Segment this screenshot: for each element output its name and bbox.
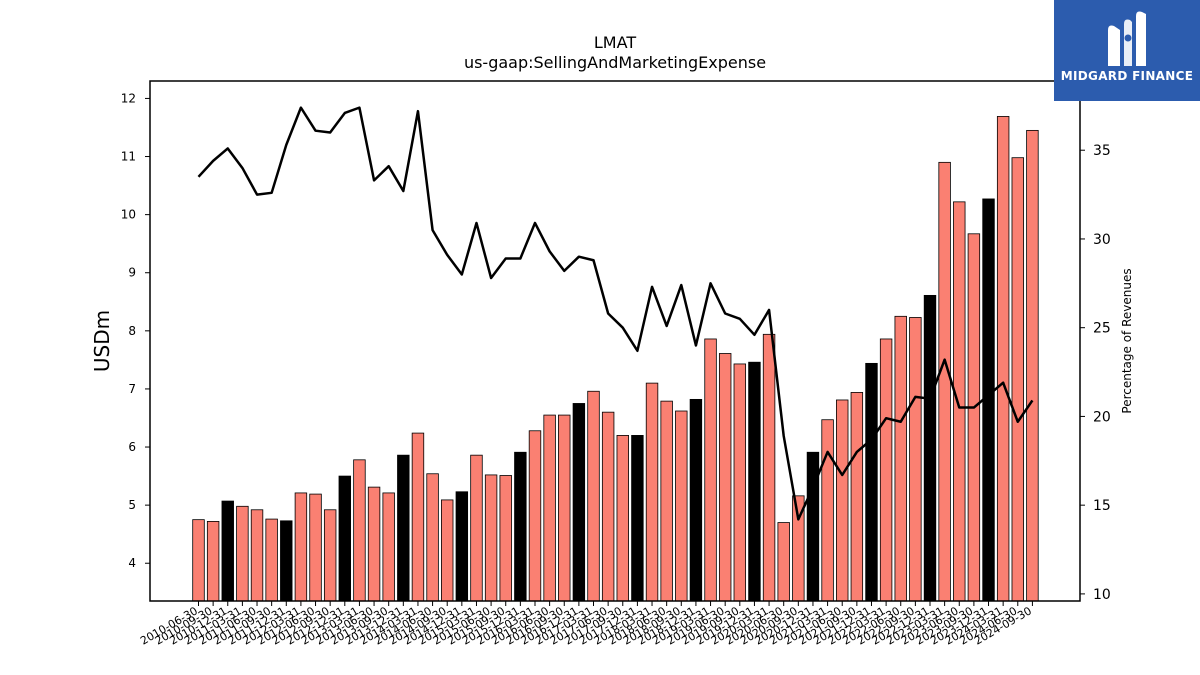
bar-2011-03-31 bbox=[236, 505, 249, 602]
bar-2020-06-30 bbox=[777, 522, 790, 602]
bar-2018-12-31 bbox=[689, 398, 703, 602]
bar-2024-09-30 bbox=[1026, 129, 1039, 602]
bar-2022-09-30 bbox=[909, 317, 922, 602]
y-tick-label: 12 bbox=[121, 91, 136, 105]
bar-2017-09-30 bbox=[616, 435, 629, 602]
bar-2013-12-31 bbox=[397, 454, 410, 602]
bar-2017-03-31 bbox=[587, 390, 600, 602]
bar-2016-06-30 bbox=[543, 414, 556, 602]
y2-tick-label: 35 bbox=[1093, 143, 1111, 159]
y-tick-label: 11 bbox=[121, 150, 136, 164]
y-axis-label: USDm bbox=[90, 310, 114, 372]
bar-2014-12-31 bbox=[455, 491, 469, 602]
bar-2011-09-30 bbox=[265, 518, 278, 602]
bar-2015-09-30 bbox=[499, 475, 512, 602]
bar-2024-06-30 bbox=[1011, 157, 1024, 602]
bar-2012-09-30 bbox=[323, 509, 337, 602]
percentage-of-revenues-line bbox=[197, 106, 1034, 521]
bar-2021-12-31 bbox=[865, 362, 878, 602]
bar-2012-06-30 bbox=[309, 493, 322, 602]
y-tick-label: 5 bbox=[128, 498, 136, 512]
bar-2017-06-30 bbox=[601, 411, 615, 602]
bar-2017-12-31 bbox=[631, 435, 644, 602]
bar-2016-09-30 bbox=[558, 414, 571, 602]
bar-2011-12-31 bbox=[280, 520, 293, 602]
bar-2023-03-31 bbox=[938, 161, 951, 602]
y-tick-label: 9 bbox=[128, 266, 136, 280]
bar-2013-06-30 bbox=[367, 486, 381, 602]
bar-2019-12-31 bbox=[748, 361, 761, 602]
y2-tick-label: 20 bbox=[1093, 409, 1111, 425]
bar-2021-06-30 bbox=[836, 399, 849, 602]
bar-2011-06-30 bbox=[250, 509, 264, 602]
y2-tick-label: 30 bbox=[1093, 232, 1111, 248]
right-y-axis: 10 15 20 25 30 35 bbox=[1080, 143, 1111, 603]
y2-tick-label: 10 bbox=[1093, 587, 1111, 603]
bar-2016-12-31 bbox=[572, 403, 586, 602]
y-tick-label: 8 bbox=[128, 324, 136, 338]
bar-2018-06-30 bbox=[660, 400, 673, 602]
bar-2023-06-30 bbox=[953, 201, 966, 602]
bar-2013-03-31 bbox=[353, 459, 366, 602]
bar-2010-12-31 bbox=[221, 500, 234, 602]
bar-2015-06-30 bbox=[484, 474, 498, 602]
bar-2014-09-30 bbox=[441, 499, 454, 602]
bar-2010-09-30 bbox=[206, 521, 220, 602]
bar-series bbox=[192, 116, 1039, 602]
left-y-axis: 4 5 6 7 8 9 10 11 12 bbox=[121, 91, 150, 570]
bar-2010-06-30 bbox=[192, 519, 205, 602]
bar-2020-03-31 bbox=[762, 333, 776, 602]
bar-2012-12-31 bbox=[338, 475, 352, 602]
y2-tick-label: 15 bbox=[1093, 498, 1111, 514]
bar-2015-03-31 bbox=[470, 454, 483, 602]
y2-tick-label: 25 bbox=[1093, 321, 1111, 337]
bar-2022-12-31 bbox=[923, 294, 937, 602]
y-tick-label: 7 bbox=[128, 382, 136, 396]
bar-2018-09-30 bbox=[675, 410, 688, 602]
x-axis: 2010-06-302010-09-302010-12-312011-03-31… bbox=[138, 601, 1034, 648]
bar-2024-03-31 bbox=[996, 116, 1010, 602]
bar-2013-09-30 bbox=[382, 492, 395, 602]
brand-logo-mark bbox=[1108, 11, 1146, 66]
percentage-line-series bbox=[197, 106, 1034, 521]
brand-logo-text: MIDGARD FINANCE bbox=[1060, 69, 1194, 83]
bar-2022-03-31 bbox=[879, 338, 893, 602]
bar-2014-06-30 bbox=[426, 473, 439, 602]
y-tick-label: 10 bbox=[121, 208, 136, 222]
bar-2019-09-30 bbox=[733, 363, 747, 602]
bar-2019-06-30 bbox=[718, 353, 732, 602]
bar-2015-12-31 bbox=[514, 451, 527, 602]
bar-2016-03-31 bbox=[528, 430, 542, 602]
bar-2019-03-31 bbox=[704, 338, 717, 602]
y-tick-label: 4 bbox=[128, 556, 136, 570]
bar-2018-03-31 bbox=[645, 382, 659, 602]
plot-frame bbox=[149, 80, 1081, 602]
bar-2012-03-31 bbox=[294, 492, 308, 602]
bar-2021-09-30 bbox=[850, 392, 864, 602]
right-y-axis-label: Percentage of Revenues bbox=[1120, 268, 1134, 413]
bar-2021-03-31 bbox=[821, 419, 834, 602]
bar-2014-03-31 bbox=[411, 432, 425, 602]
chart-subtitle: us-gaap:SellingAndMarketingExpense bbox=[464, 53, 766, 72]
brand-logo: MIDGARD FINANCE bbox=[1054, 0, 1200, 101]
y-tick-label: 6 bbox=[128, 440, 136, 454]
chart-title: LMAT bbox=[594, 33, 636, 52]
bar-2022-06-30 bbox=[894, 315, 907, 602]
bar-2023-09-30 bbox=[967, 233, 981, 602]
